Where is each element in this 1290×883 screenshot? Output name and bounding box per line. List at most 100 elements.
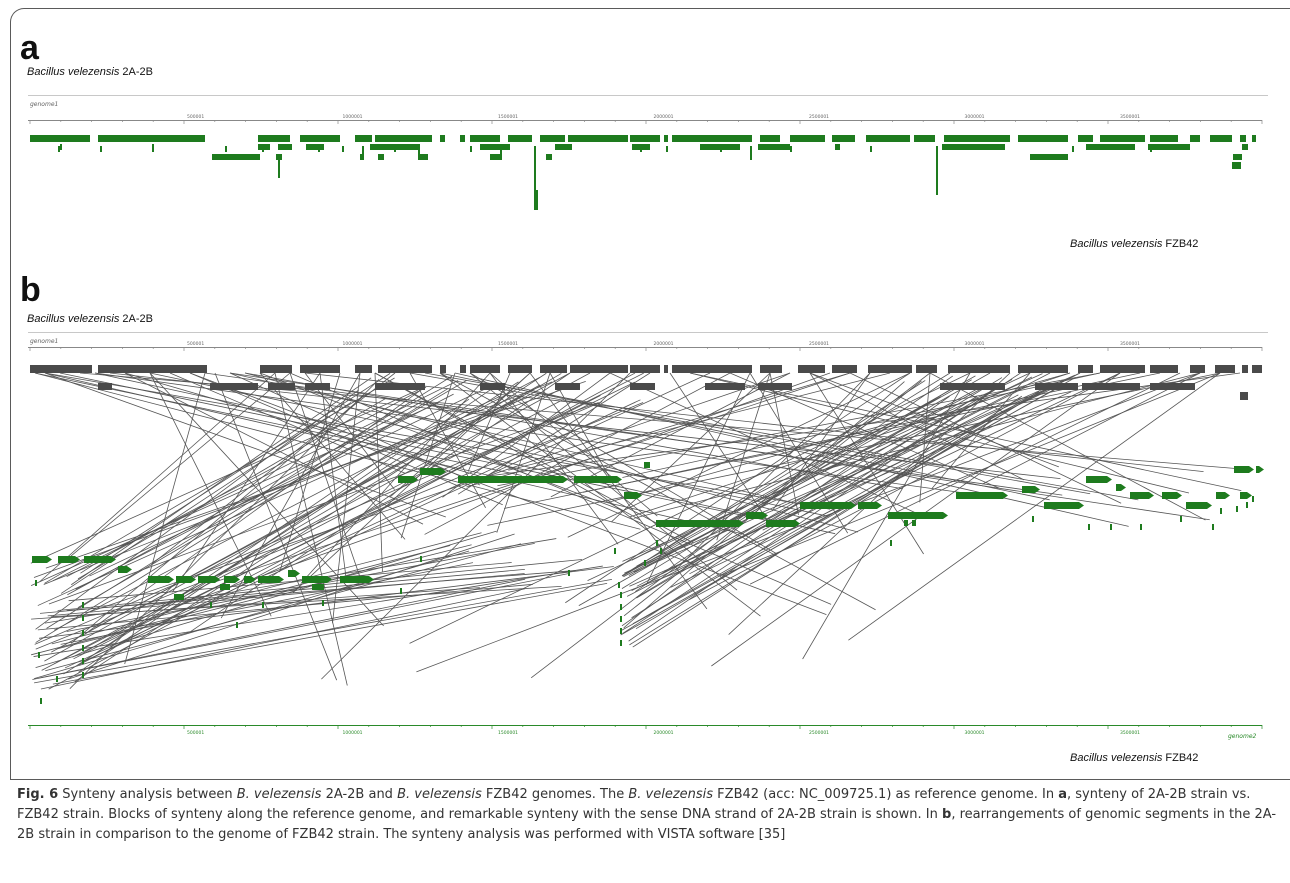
synteny-block: [888, 512, 948, 519]
synteny-tick: [644, 560, 646, 566]
synteny-link: [45, 373, 830, 509]
synteny-tick: [82, 602, 84, 608]
rearranged-block: [98, 383, 112, 390]
rearranged-block: [940, 383, 1005, 390]
synteny-block: [458, 476, 568, 483]
tick-label: 2000001: [654, 730, 674, 736]
synteny-link: [78, 398, 386, 578]
synteny-block: [956, 492, 1008, 499]
synteny-tick: [40, 698, 42, 704]
rearranged-block: [1242, 365, 1248, 373]
synteny-block: [1240, 492, 1252, 499]
synteny-block: [766, 520, 800, 527]
rearranged-block: [832, 365, 857, 373]
rearranged-block: [948, 365, 1010, 373]
synteny-tick: [1252, 496, 1254, 502]
rearranged-block: [555, 383, 580, 390]
rearranged-block: [540, 365, 567, 373]
caption-text: Synteny analysis between: [58, 787, 237, 802]
synteny-block: [420, 468, 446, 475]
synteny-block: [574, 476, 622, 483]
synteny-link: [583, 373, 1140, 492]
rearranged-block: [1150, 365, 1178, 373]
genome2-axis-label: genome2: [1228, 733, 1257, 740]
synteny-tick: [1140, 524, 1142, 530]
synteny-block: [220, 584, 230, 590]
synteny-link: [47, 376, 452, 628]
tick-label: 1500001: [498, 341, 518, 347]
caption-panel-ref: b: [942, 807, 951, 822]
synteny-tick: [262, 602, 264, 608]
rearranged-block: [760, 365, 782, 373]
rearranged-block: [355, 365, 372, 373]
caption-text: 2A-2B and: [321, 787, 397, 802]
synteny-block: [258, 576, 284, 583]
synteny-link: [51, 396, 522, 653]
synteny-tick: [618, 582, 620, 588]
rearranged-block: [630, 383, 655, 390]
synteny-tick: [620, 628, 622, 634]
tick-label: 3000001: [965, 341, 985, 347]
synteny-tick: [82, 645, 84, 651]
panel-b-rearrangement-plot: genome1 500001 1000001 1500001 2000001 25000…: [0, 0, 1290, 780]
synteny-link: [45, 373, 446, 517]
synteny-block: [710, 520, 716, 526]
rearranged-block: [1035, 383, 1078, 390]
rearranged-block: [1252, 365, 1262, 373]
synteny-tick: [620, 640, 622, 646]
synteny-tick: [1032, 516, 1034, 522]
synteny-tick: [1220, 508, 1222, 514]
rearranged-block: [868, 365, 912, 373]
synteny-link: [637, 376, 976, 566]
rearranged-block: [378, 365, 432, 373]
synteny-block: [1162, 492, 1182, 499]
synteny-block: [912, 520, 916, 526]
synteny-block: [1234, 466, 1254, 473]
synteny-tick: [56, 676, 58, 682]
synteny-tick: [1088, 524, 1090, 530]
rearranged-block: [210, 383, 258, 390]
synteny-block: [746, 512, 768, 519]
synteny-block: [302, 576, 332, 583]
figure-caption: Fig. 6 Synteny analysis between B. velez…: [17, 785, 1279, 845]
rearranged-block: [1078, 365, 1093, 373]
synteny-tick: [620, 616, 622, 622]
rearranged-block: [305, 383, 330, 390]
synteny-block: [1256, 466, 1264, 473]
synteny-tick: [420, 556, 422, 562]
rearranged-block: [1150, 383, 1195, 390]
synteny-tick: [82, 630, 84, 636]
synteny-block: [148, 576, 174, 583]
synteny-link: [416, 373, 1200, 672]
rearranged-block: [98, 365, 207, 373]
rearranged-block: [1018, 365, 1068, 373]
synteny-link: [410, 373, 1090, 494]
synteny-link: [89, 386, 490, 576]
rearranged-block: [300, 365, 340, 373]
tick-label: 2000001: [654, 341, 674, 347]
synteny-block: [84, 556, 116, 563]
synteny-tick: [656, 540, 658, 546]
synteny-block: [1086, 476, 1112, 483]
synteny-block: [224, 576, 240, 583]
rearranged-block: [1215, 365, 1235, 373]
panel-b-reference-species: Bacillus velezensis FZB42: [1070, 752, 1198, 764]
rearranged-block: [758, 383, 792, 390]
synteny-link: [95, 373, 835, 534]
synteny-block: [1044, 502, 1084, 509]
synteny-tick: [82, 672, 84, 678]
synteny-tick: [322, 600, 324, 606]
rearranged-block: [1240, 392, 1248, 400]
tick-label: 3000001: [965, 730, 985, 736]
tick-label: 1000001: [343, 730, 363, 736]
synteny-block: [174, 594, 184, 600]
caption-text: FZB42 (acc: NC_009725.1) as reference ge…: [713, 787, 1058, 802]
synteny-link: [230, 373, 480, 485]
rearranged-block: [1190, 365, 1205, 373]
rearranged-block: [260, 365, 292, 373]
tick-label: 3500001: [1120, 341, 1140, 347]
rearranged-block: [664, 365, 668, 373]
caption-species: B. velezensis: [397, 787, 482, 802]
tick-label: 3500001: [1120, 730, 1140, 736]
synteny-link: [629, 383, 988, 575]
